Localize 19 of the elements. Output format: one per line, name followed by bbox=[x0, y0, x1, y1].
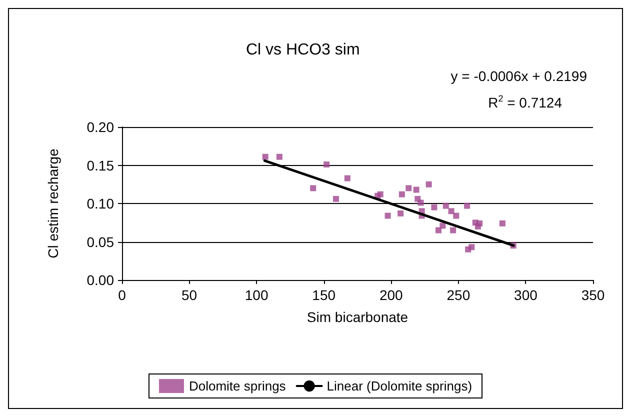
y-tick-label: 0.05 bbox=[86, 234, 114, 250]
text: y = -0.0006x + 0.2199 bbox=[450, 68, 588, 84]
y-axis-title: Cl estim recharge bbox=[45, 148, 61, 258]
legend-label: Dolomite springs bbox=[188, 378, 286, 394]
x-tick-label: 200 bbox=[379, 287, 404, 303]
x-tick-label: 0 bbox=[118, 287, 126, 303]
x-tick-label: 150 bbox=[312, 287, 336, 303]
x-tick-label: 350 bbox=[581, 287, 605, 303]
y-tick-label: 0.10 bbox=[86, 196, 114, 212]
x-tick-label: 50 bbox=[181, 287, 198, 303]
x-tick-label: 300 bbox=[514, 287, 538, 303]
x-tick-label: 100 bbox=[244, 287, 268, 303]
y-tick-label: 0.00 bbox=[86, 272, 114, 288]
legend-label: Linear (Dolomite springs) bbox=[326, 378, 472, 394]
chart-title: Cl vs HCO3 sim bbox=[246, 42, 360, 58]
y-tick-label: 0.15 bbox=[86, 157, 114, 174]
x-axis-title: Sim bicarbonate bbox=[306, 309, 408, 325]
x-tick-label: 250 bbox=[446, 287, 470, 303]
y-tick-label: 0.20 bbox=[86, 119, 114, 135]
